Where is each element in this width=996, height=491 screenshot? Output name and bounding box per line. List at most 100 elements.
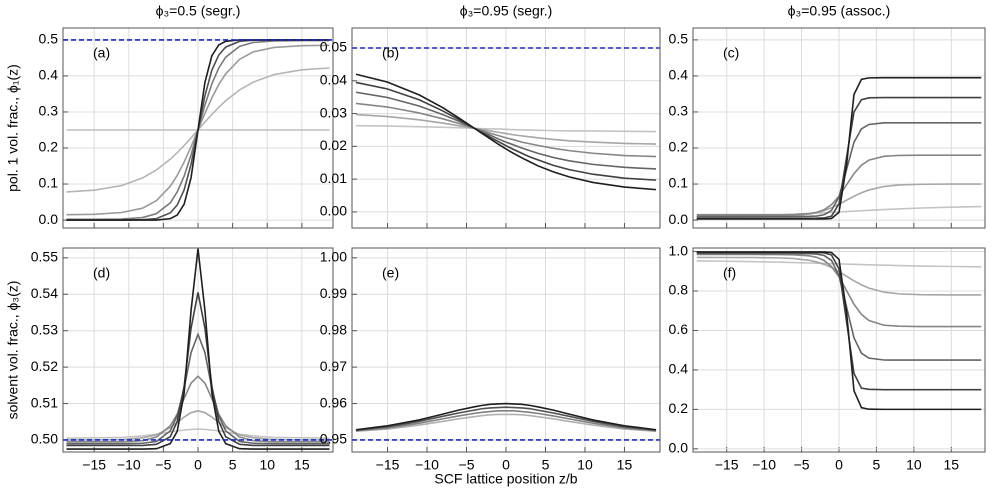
curve bbox=[355, 73, 657, 191]
y-tick-label: 0.00 bbox=[320, 203, 347, 219]
panel: −15 −10 −5 0 5 10 15 0.0 0.2 0.4 0.6 0.8 1.0 (f) bbox=[669, 242, 986, 473]
y-tick-label: 0.02 bbox=[320, 137, 347, 153]
curve bbox=[66, 292, 330, 447]
x-tick-label: 15 bbox=[944, 457, 960, 473]
frame bbox=[692, 27, 986, 229]
panel-label: (b) bbox=[382, 45, 399, 61]
curve bbox=[355, 81, 657, 181]
y-tick-label: 0.52 bbox=[31, 358, 58, 374]
curve bbox=[66, 410, 330, 441]
y-tick-label: 0.51 bbox=[31, 394, 58, 410]
y-tick-label: 0.96 bbox=[320, 394, 347, 410]
y-tick-label: 0.97 bbox=[320, 358, 347, 374]
x-tick-label: −5 bbox=[459, 457, 475, 473]
curve bbox=[66, 39, 330, 221]
curve bbox=[696, 76, 982, 220]
x-tick-label: −15 bbox=[82, 457, 106, 473]
plot-area bbox=[63, 39, 333, 221]
y-tick-label: 0.50 bbox=[31, 431, 58, 447]
y-tick-label: 0.53 bbox=[31, 321, 58, 337]
x-tick-label: 0 bbox=[835, 457, 843, 473]
x-tick-label: 5 bbox=[542, 457, 550, 473]
curve bbox=[66, 375, 330, 443]
y-axis-label: pol. 1 vol. frac., ϕ₁(z) bbox=[5, 64, 21, 192]
y-tick-label: 0.05 bbox=[320, 39, 347, 55]
curve bbox=[66, 428, 330, 439]
y-tick-label: 0.4 bbox=[669, 361, 689, 377]
y-tick-label: 0.4 bbox=[669, 67, 689, 83]
y-tick-label: 1.0 bbox=[669, 242, 689, 258]
panel: −15 −10 −5 0 5 10 15 0.95 0.96 0.97 0.98 0.99 1.00 (e… bbox=[320, 247, 661, 487]
x-tick-label: −10 bbox=[415, 457, 439, 473]
curve bbox=[355, 413, 657, 433]
curve bbox=[355, 91, 657, 170]
y-tick-label: 0.98 bbox=[320, 321, 347, 337]
curve bbox=[355, 402, 657, 431]
y-tick-label: 0.01 bbox=[320, 170, 347, 186]
y-tick-label: 0.6 bbox=[669, 321, 689, 337]
panel: 0.0 0.1 0.2 0.3 0.4 0.5 (c) ϕ₃=0.95 (assoc.) bbox=[669, 3, 986, 229]
y-tick-label: 0.4 bbox=[39, 67, 59, 83]
x-tick-label: −10 bbox=[752, 457, 776, 473]
y-tick-label: 0.04 bbox=[320, 71, 347, 87]
frame bbox=[351, 27, 661, 229]
y-tick-label: 0.3 bbox=[39, 103, 59, 119]
plot-area bbox=[63, 248, 333, 450]
panel-label: (a) bbox=[93, 45, 110, 61]
y-tick-label: 0.1 bbox=[669, 175, 689, 191]
x-tick-label: 10 bbox=[577, 457, 593, 473]
x-tick-label: 0 bbox=[194, 457, 202, 473]
y-tick-label: 0.2 bbox=[39, 139, 59, 155]
y-tick-label: 0.03 bbox=[320, 104, 347, 120]
x-tick-label: 5 bbox=[873, 457, 881, 473]
y-tick-label: 1.00 bbox=[320, 249, 347, 265]
curve bbox=[696, 121, 982, 218]
x-tick-label: 15 bbox=[617, 457, 633, 473]
x-tick-label: 10 bbox=[906, 457, 922, 473]
x-tick-label: 0 bbox=[502, 457, 510, 473]
panel-title: ϕ₃=0.95 (assoc.) bbox=[788, 3, 891, 19]
y-tick-label: 0.54 bbox=[31, 285, 58, 301]
curve bbox=[355, 102, 657, 158]
y-tick-label: 0.8 bbox=[669, 282, 689, 298]
y-tick-label: 0.0 bbox=[669, 211, 689, 227]
panel-title: ϕ₃=0.5 (segr.) bbox=[156, 3, 241, 19]
x-axis-label: SCF lattice position z/b bbox=[434, 471, 577, 487]
panel: 0.00 0.01 0.02 0.03 0.04 0.05 (b) ϕ₃=0.95 (segr… bbox=[320, 3, 661, 229]
panel-title: ϕ₃=0.95 (segr.) bbox=[460, 3, 553, 19]
frame bbox=[62, 247, 334, 453]
curve bbox=[696, 251, 982, 411]
frame bbox=[62, 27, 334, 229]
plot-area bbox=[352, 402, 660, 441]
x-tick-label: −5 bbox=[794, 457, 810, 473]
frame bbox=[692, 247, 986, 453]
curve bbox=[355, 406, 657, 431]
y-tick-label: 0.55 bbox=[31, 249, 58, 265]
panel-label: (d) bbox=[93, 265, 110, 281]
y-tick-label: 0.3 bbox=[669, 103, 689, 119]
panel-label: (c) bbox=[723, 45, 739, 61]
panel-label: (f) bbox=[723, 265, 736, 281]
plot-area bbox=[696, 251, 982, 411]
y-axis-label: solvent vol. frac., ϕ₃(z) bbox=[5, 281, 21, 420]
x-tick-label: 5 bbox=[229, 457, 237, 473]
curve bbox=[355, 410, 657, 432]
y-tick-label: 0.5 bbox=[669, 31, 689, 47]
curve bbox=[355, 124, 657, 133]
x-tick-label: −5 bbox=[155, 457, 171, 473]
y-tick-label: 0.1 bbox=[39, 175, 59, 191]
frame bbox=[351, 247, 661, 453]
y-tick-label: 0.0 bbox=[39, 211, 59, 227]
plot-area bbox=[352, 47, 660, 191]
x-tick-label: 10 bbox=[259, 457, 275, 473]
y-tick-label: 0.2 bbox=[669, 139, 689, 155]
curve bbox=[355, 113, 657, 145]
curve bbox=[66, 332, 330, 445]
y-tick-label: 0.5 bbox=[39, 31, 59, 47]
panel: 0.0 0.1 0.2 0.3 0.4 0.5 (a) ϕ₃=0.5 (segr.) pol. … bbox=[5, 3, 334, 229]
curve bbox=[66, 248, 330, 450]
y-tick-label: 0.99 bbox=[320, 285, 347, 301]
plot-area bbox=[696, 76, 982, 220]
